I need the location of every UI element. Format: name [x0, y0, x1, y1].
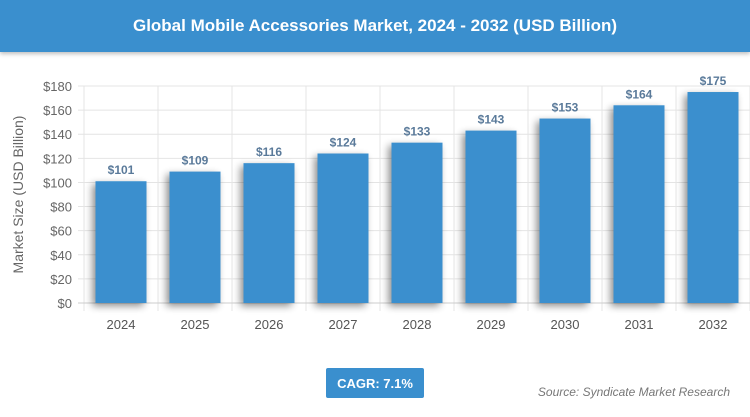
data-label: $153	[552, 101, 579, 115]
y-tick-label: $0	[58, 296, 72, 311]
data-label: $116	[256, 145, 282, 159]
data-label: $175	[700, 74, 727, 88]
data-label: $164	[626, 87, 653, 101]
x-tick-label: 2026	[255, 317, 284, 332]
x-tick-label: 2032	[699, 317, 728, 332]
bar-2027	[317, 153, 369, 303]
chart-title: Global Mobile Accessories Market, 2024 -…	[0, 0, 750, 52]
data-label: $109	[182, 154, 209, 168]
bar-2029	[465, 130, 517, 303]
cagr-badge: CAGR: 7.1%	[326, 368, 424, 398]
bar-2025	[169, 171, 221, 303]
data-label: $143	[478, 113, 505, 127]
y-tick-label: $100	[43, 175, 72, 190]
bar-2024	[95, 181, 147, 303]
x-tick-label: 2031	[625, 317, 654, 332]
bar-2026	[243, 163, 295, 303]
x-tick-label: 2030	[551, 317, 580, 332]
y-tick-label: $140	[43, 127, 72, 142]
x-tick-label: 2025	[181, 317, 210, 332]
y-tick-label: $160	[43, 103, 72, 118]
data-label: $124	[330, 136, 357, 150]
y-tick-label: $20	[50, 272, 72, 287]
y-tick-label: $120	[43, 151, 72, 166]
y-tick-label: $180	[43, 79, 72, 94]
y-axis-title: Market Size (USD Billion)	[10, 116, 26, 274]
data-label: $101	[108, 163, 135, 177]
x-tick-label: 2028	[403, 317, 432, 332]
y-tick-label: $40	[50, 248, 72, 263]
x-tick-label: 2029	[477, 317, 506, 332]
y-tick-label: $60	[50, 224, 72, 239]
x-tick-label: 2024	[107, 317, 136, 332]
bar-2030	[539, 118, 591, 303]
bar-2032	[687, 92, 739, 304]
y-tick-label: $80	[50, 200, 72, 215]
data-label: $133	[404, 125, 431, 139]
source-note: Source: Syndicate Market Research	[537, 385, 730, 399]
bar-2028	[391, 142, 443, 303]
bar-2031	[613, 105, 665, 304]
x-tick-label: 2027	[329, 317, 358, 332]
